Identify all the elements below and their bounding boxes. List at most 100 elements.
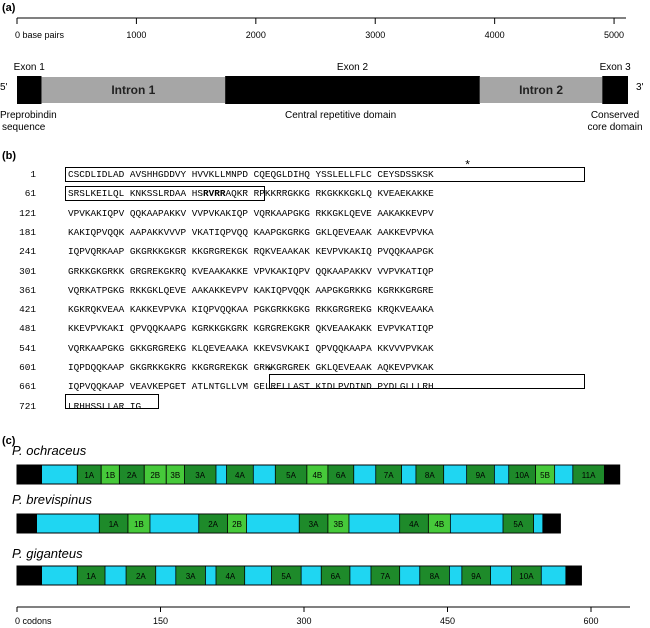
c-terminal-end xyxy=(542,514,561,533)
sequence-text: VPVKAKIQPV QQKAAPAKKV VVPVKAKIQP VQRKAAP… xyxy=(68,207,434,219)
repeat-label: 3A xyxy=(195,471,205,480)
sequence-text: LRHHSSLLAR IG xyxy=(68,400,142,412)
repeat-a-block xyxy=(184,464,217,485)
preprobindin-line-1: Preprobindin xyxy=(0,110,57,121)
core-box-1 xyxy=(269,374,585,389)
cleavage-star-1: * xyxy=(464,159,472,173)
c-terminal-end xyxy=(603,465,620,484)
conserved-line-1: Conserved xyxy=(590,110,640,121)
repeat-label: 9A xyxy=(471,572,481,581)
sequence-position: 241 xyxy=(19,246,36,258)
sequence-text: VQRKAAPGKG GKKGRGREKG KLQEVEAAKA KKEVSVK… xyxy=(68,342,434,354)
sequence-text: VQRKATPGKG RKKGKLQEVE AAKAKKEVPV KAKIQPV… xyxy=(68,284,434,296)
sequence-position: 601 xyxy=(19,362,36,373)
sequence-line: 1 CSCDLIDLAD AVSHHGDDVY HVVKLLMNPD CQEQGL… xyxy=(14,168,614,182)
repeat-label: 3B xyxy=(334,520,344,529)
sequence-position: 421 xyxy=(19,304,36,316)
sequence-position: 361 xyxy=(19,284,36,296)
repeat-label: 2B xyxy=(150,471,160,480)
scale-tick-label: 0 base pairs xyxy=(15,30,65,40)
repeat-b-block xyxy=(227,513,247,534)
three-prime-label: 3' xyxy=(636,82,644,93)
conserved-line-2: core domain xyxy=(587,122,643,133)
panel-a-label: (a) xyxy=(2,2,16,14)
repeat-label: 3B xyxy=(170,471,180,480)
exon-label: Exon 2 xyxy=(337,62,369,73)
repeat-label: 5A xyxy=(281,572,291,581)
sequence-position: 121 xyxy=(19,207,36,219)
repeat-a-block xyxy=(175,565,206,586)
scale-tick-label: 3000 xyxy=(365,30,385,40)
signal-box-1 xyxy=(65,167,585,182)
gene-structure: Exon 1 Intron 1 Exon 2 Intron 2 Exon 3 xyxy=(14,62,631,104)
sequence-line: 661 IQPVQQKAAP VEAVKEPGET ATLNTGLLVM GELR… xyxy=(14,380,614,394)
repeat-a-block xyxy=(215,565,246,586)
repeat-a-block xyxy=(375,464,402,485)
repeat-label: 8A xyxy=(430,572,440,581)
repeat-a-block xyxy=(76,565,106,586)
sequence-text: IQPDQQKAAP GKGRKKGKRG KKGRGREKGK GRKKGRG… xyxy=(68,362,434,373)
sequence-line: 121 VPVKAKIQPV QQKAAPAKKV VVPVKAKIQP VQRK… xyxy=(14,207,614,221)
sequence-position: 721 xyxy=(19,400,36,412)
repeat-a-block xyxy=(226,464,254,485)
repeat-label: 1A xyxy=(86,572,96,581)
repeat-label: 7A xyxy=(380,572,390,581)
repeat-label: 7A xyxy=(384,471,394,480)
sequence-position: 181 xyxy=(19,226,36,238)
preprobindin-line-2: sequence xyxy=(2,122,46,133)
sequence-text: IQPVQRKAAP GKGRKKGKGR KKGRGREKGK RQKVEAA… xyxy=(68,246,434,258)
scale-tick-label: 2000 xyxy=(246,30,266,40)
repeat-a-block xyxy=(415,464,445,485)
codon-tick-label: 300 xyxy=(296,616,311,626)
repeat-a-block xyxy=(320,565,351,586)
repeat-a-block xyxy=(271,565,302,586)
species-name-giganteus: P. giganteus xyxy=(12,546,83,561)
exon-segment xyxy=(602,76,628,104)
sequence-position: 661 xyxy=(19,381,36,393)
sequence-line: 361 VQRKATPGKG RKKGKLQEVE AAKAKKEVPV KAKI… xyxy=(14,284,614,298)
n-terminal-end xyxy=(17,514,37,533)
scale-tick-label: 1000 xyxy=(126,30,146,40)
sequence-line: 721 LRHHSSLLAR IG xyxy=(14,400,614,414)
core-box-2 xyxy=(65,394,159,409)
repeat-a-block xyxy=(511,565,542,586)
sequence-line: 301 GRKKGKGRKK GRGREKGKRQ KVEAAKAKKE VPVK… xyxy=(14,265,614,279)
repeat-label: 2A xyxy=(127,471,137,480)
repeat-label: 5B xyxy=(540,471,550,480)
panel-c-diagram: 1A 1B 2A 2B 3B 3A 4A 5A 4B 6A 7A 8A 9A 10A 5B 11A 1A 1B 2A… xyxy=(15,464,630,626)
intron-segment xyxy=(479,77,603,103)
repeat-label: 4B xyxy=(312,471,322,480)
repeat-label: 8A xyxy=(425,471,435,480)
repeat-b-block xyxy=(327,513,350,534)
repeat-label: 4A xyxy=(235,471,245,480)
repeat-label: 2A xyxy=(208,520,218,529)
sequence-position: 1 xyxy=(30,169,36,180)
intron-label: Intron 2 xyxy=(519,83,563,97)
preprobindin-label: Preprobindin sequence xyxy=(0,110,57,134)
repeat-architecture: 1A 1B 2A 2B 3B 3A 4A 5A 4B 6A 7A 8A 9A 10A 5B 11A 1A 1B 2A… xyxy=(16,464,621,586)
repeat-label: 3A xyxy=(309,520,319,529)
scale-tick-label: 5000 xyxy=(604,30,624,40)
sequence-line: 601 IQPDQQKAAP GKGRKKGKRG KKGRGREKGK GRKK… xyxy=(14,361,614,375)
sequence-text: KAKIQPVQQK AAPAKKVVVP VKATIQPVQQ KAAPGKG… xyxy=(68,226,434,238)
codon-axis: 0 codons 150 300 450 600 xyxy=(15,606,630,626)
repeat-label: 10A xyxy=(515,471,530,480)
repeat-b-block xyxy=(427,513,451,534)
sequence-line: 181 KAKIQPVQQK AAPAKKVVVP VKATIQPVQQ KAAP… xyxy=(14,226,614,240)
codon-tick-label: 0 codons xyxy=(15,616,52,626)
sequence-position: 61 xyxy=(24,188,36,200)
repeat-label: 9A xyxy=(476,471,486,480)
sequence-text: KGKRQKVEAA KAKKEVPVKA KIQPVQQKAA PGKGRKK… xyxy=(68,304,434,316)
repeat-a-block xyxy=(125,565,157,586)
repeat-label: 2A xyxy=(136,572,146,581)
c-terminal-end xyxy=(565,566,582,585)
repeat-label: 10A xyxy=(519,572,534,581)
species-name-brevispinus: P. brevispinus xyxy=(12,492,92,507)
repeat-label: 5A xyxy=(286,471,296,480)
cleavage-star-2: * xyxy=(266,365,274,379)
exon-label: Exon 1 xyxy=(14,62,46,73)
repeat-label: 2B xyxy=(232,520,242,529)
repeat-label: 6A xyxy=(331,572,341,581)
repeat-label: 4B xyxy=(434,520,444,529)
repeat-a-block xyxy=(572,464,605,485)
